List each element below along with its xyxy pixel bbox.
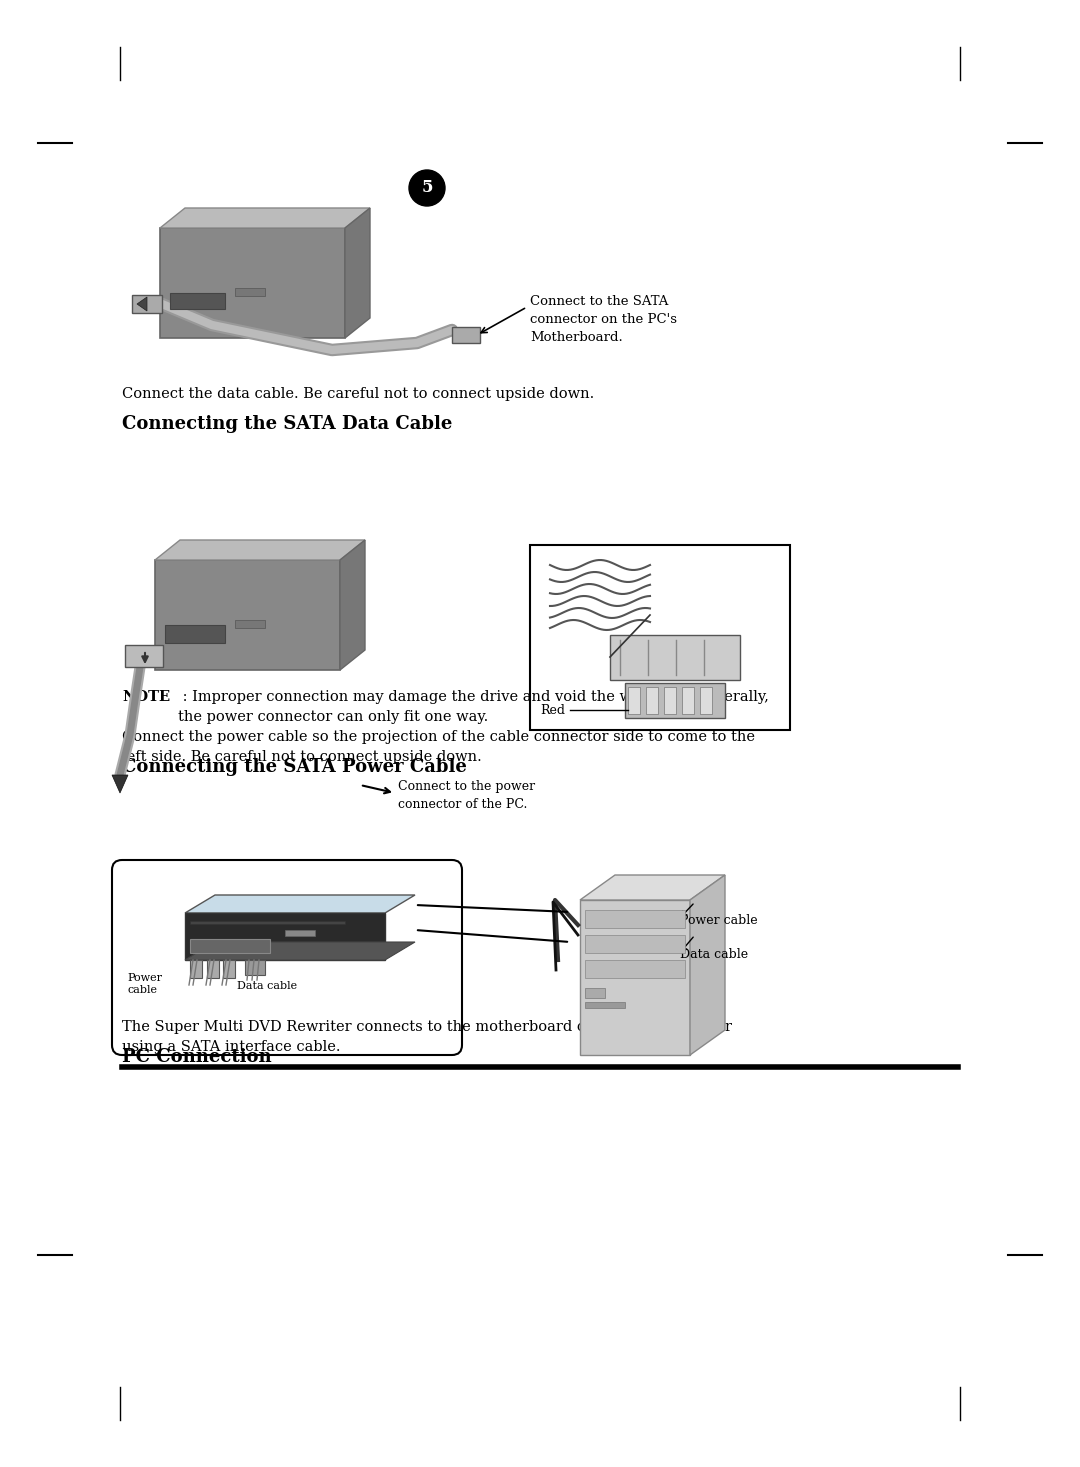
Text: The Super Multi DVD Rewriter connects to the motherboard of the host computer
us: The Super Multi DVD Rewriter connects to…: [122, 1020, 732, 1053]
Text: Connect to the power
connector of the PC.: Connect to the power connector of the PC…: [399, 780, 535, 811]
FancyBboxPatch shape: [112, 860, 462, 1055]
Polygon shape: [185, 942, 415, 959]
Bar: [156, 560, 340, 670]
Text: : Improper connection may damage the drive and void the warranty. Generally,
the: : Improper connection may damage the dri…: [178, 689, 769, 723]
Polygon shape: [345, 208, 370, 337]
Polygon shape: [160, 208, 370, 227]
Bar: [627, 687, 640, 714]
Polygon shape: [156, 540, 365, 560]
Bar: [453, 327, 480, 343]
Bar: [646, 687, 658, 714]
Bar: [530, 546, 789, 731]
Polygon shape: [580, 874, 725, 899]
Text: Data cable: Data cable: [680, 949, 748, 961]
Text: Connecting the SATA Power Cable: Connecting the SATA Power Cable: [122, 758, 467, 776]
Bar: [700, 687, 712, 714]
Bar: [165, 625, 225, 643]
Bar: [207, 959, 219, 978]
Text: Connecting the SATA Data Cable: Connecting the SATA Data Cable: [122, 415, 453, 433]
Bar: [585, 934, 685, 954]
Bar: [160, 227, 345, 337]
Bar: [580, 899, 690, 1055]
Bar: [681, 687, 694, 714]
Text: NOTE: NOTE: [122, 689, 171, 704]
Polygon shape: [137, 296, 147, 311]
Bar: [585, 987, 605, 998]
Polygon shape: [185, 895, 415, 912]
Bar: [170, 293, 225, 310]
Polygon shape: [112, 775, 129, 794]
Bar: [245, 959, 265, 976]
Bar: [235, 621, 265, 628]
Bar: [190, 959, 202, 978]
Text: Connect to the SATA
connector on the PC's
Motherboard.: Connect to the SATA connector on the PC'…: [530, 295, 677, 343]
Text: Connect the power cable so the projection of the cable connector side to come to: Connect the power cable so the projectio…: [122, 731, 755, 763]
Bar: [132, 295, 162, 312]
Bar: [610, 635, 740, 681]
Bar: [664, 687, 676, 714]
Bar: [190, 939, 270, 954]
Circle shape: [409, 170, 445, 205]
Bar: [222, 959, 235, 978]
Bar: [125, 645, 163, 667]
Text: Power cable: Power cable: [680, 914, 758, 927]
Bar: [285, 930, 315, 936]
Bar: [190, 921, 345, 924]
Bar: [585, 910, 685, 929]
Text: Data cable: Data cable: [237, 981, 297, 992]
Polygon shape: [690, 874, 725, 1055]
Bar: [585, 959, 685, 978]
Polygon shape: [340, 540, 365, 670]
Text: 5: 5: [421, 179, 433, 197]
Text: Power
cable: Power cable: [127, 973, 162, 995]
Bar: [625, 684, 725, 717]
Bar: [185, 912, 384, 959]
Text: PC Connection: PC Connection: [122, 1047, 272, 1067]
Text: Red: Red: [540, 704, 565, 716]
Text: Connect the data cable. Be careful not to connect upside down.: Connect the data cable. Be careful not t…: [122, 387, 594, 400]
Bar: [585, 1002, 625, 1008]
Bar: [235, 288, 265, 296]
